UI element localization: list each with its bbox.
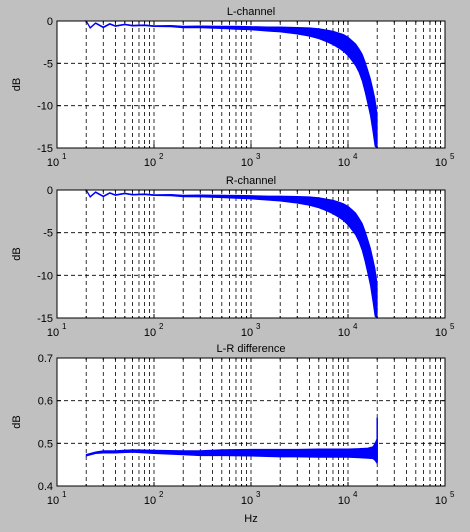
y-tick-label: -10 — [37, 101, 53, 113]
y-tick-label: -15 — [37, 143, 53, 155]
y-tick-label: 0.6 — [38, 396, 53, 408]
y-axis-label: dB — [11, 415, 23, 428]
data-line — [86, 450, 378, 456]
x-tick-label-exponent: 1 — [62, 322, 67, 331]
y-tick-label: 0 — [47, 16, 53, 28]
x-tick-label: 10 — [47, 327, 59, 339]
x-tick-label-exponent: 2 — [159, 152, 164, 161]
x-tick-label-exponent: 4 — [353, 152, 358, 161]
x-tick-label-exponent: 5 — [450, 322, 455, 331]
x-axis-label: Hz — [244, 513, 257, 525]
x-tick-label-exponent: 3 — [256, 490, 261, 499]
y-tick-label: -5 — [43, 228, 53, 240]
x-tick-label-exponent: 1 — [62, 490, 67, 499]
x-tick-label-exponent: 2 — [159, 490, 164, 499]
data-line — [85, 20, 378, 140]
x-tick-label: 10 — [338, 327, 350, 339]
x-tick-label-exponent: 4 — [353, 490, 358, 499]
x-tick-label-exponent: 3 — [256, 322, 261, 331]
x-tick-label: 10 — [144, 327, 156, 339]
x-tick-label: 10 — [435, 495, 447, 507]
x-tick-label: 10 — [435, 157, 447, 169]
y-tick-label: -15 — [37, 313, 53, 325]
x-tick-label-exponent: 3 — [256, 152, 261, 161]
y-tick-label: -5 — [43, 58, 53, 70]
x-tick-label: 10 — [144, 157, 156, 169]
x-tick-label: 10 — [47, 157, 59, 169]
x-tick-label-exponent: 4 — [353, 322, 358, 331]
x-tick-label: 10 — [338, 495, 350, 507]
x-tick-label: 10 — [144, 495, 156, 507]
x-tick-label-exponent: 1 — [62, 152, 67, 161]
x-tick-label: 10 — [241, 327, 253, 339]
chart-title: L-channel — [227, 6, 275, 18]
x-tick-label: 10 — [241, 495, 253, 507]
x-tick-label-exponent: 5 — [450, 490, 455, 499]
x-tick-label: 10 — [47, 495, 59, 507]
data-band — [85, 438, 378, 466]
chart-title: R-channel — [226, 175, 276, 187]
x-tick-label-exponent: 5 — [450, 152, 455, 161]
y-tick-label: 0.7 — [38, 353, 53, 365]
chart-title: L-R difference — [217, 343, 286, 355]
x-tick-label-exponent: 2 — [159, 322, 164, 331]
x-tick-label: 10 — [338, 157, 350, 169]
y-axis-label: dB — [11, 247, 23, 260]
data-line — [85, 189, 378, 310]
y-tick-label: -10 — [37, 270, 53, 282]
y-axis-label: dB — [11, 78, 23, 91]
x-tick-label: 10 — [241, 157, 253, 169]
x-tick-label: 10 — [435, 327, 447, 339]
y-tick-label: 0.4 — [38, 481, 53, 493]
y-tick-label: 0 — [47, 185, 53, 197]
y-tick-label: 0.5 — [38, 438, 53, 450]
